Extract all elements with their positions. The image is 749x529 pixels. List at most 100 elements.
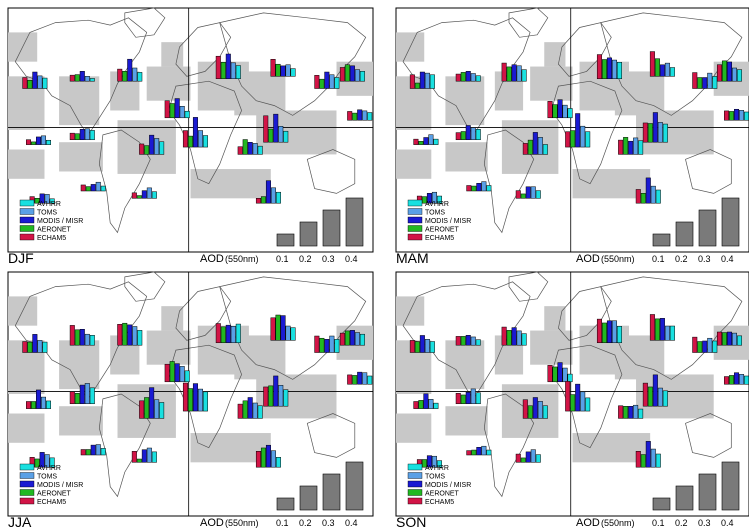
- aod-bar-avhrr: [736, 335, 742, 346]
- aod-bar-aeronet: [647, 386, 653, 407]
- aod-bar-toms: [329, 335, 335, 353]
- aod-bar-toms: [37, 75, 43, 89]
- region-bar-group: [618, 404, 644, 419]
- aod-bar-toms: [537, 401, 543, 419]
- aod-bar-toms: [611, 59, 617, 80]
- aod-bar-aeronet: [601, 322, 607, 344]
- continent-outline: [550, 80, 623, 185]
- aod-bar-aeronet: [721, 60, 727, 82]
- aod-bar-toms: [84, 128, 90, 141]
- aod-bar-avhrr: [542, 405, 548, 419]
- aod-bar-avhrr: [42, 341, 48, 353]
- aod-reference-bar: [698, 473, 717, 511]
- aod-bar-echam5: [455, 393, 461, 405]
- aod-tick-label: 0.4: [721, 254, 734, 264]
- aod-bar-avhrr: [542, 144, 548, 155]
- aod-bar-modis-misr: [652, 112, 658, 143]
- aod-bar-toms: [270, 187, 276, 204]
- continent-outline: [550, 344, 623, 449]
- aod-bar-avhrr: [184, 110, 190, 119]
- continent-outline: [685, 149, 732, 194]
- aod-bar-echam5: [215, 55, 221, 80]
- aod-bar-aeronet: [260, 196, 266, 204]
- continent-outline: [124, 7, 166, 38]
- aod-bar-aeronet: [421, 459, 427, 468]
- aod-bar-toms: [197, 130, 203, 148]
- aod-bar-echam5: [642, 382, 648, 407]
- continent-outline: [483, 393, 535, 498]
- continent-outline: [685, 413, 732, 458]
- aod-bar-modis-misr: [702, 77, 708, 89]
- aod-bar-modis-misr: [265, 180, 271, 204]
- aod-bar-toms: [41, 135, 46, 145]
- aod-bar-aeronet: [414, 341, 420, 353]
- aod-bar-avhrr: [736, 69, 742, 82]
- aod-reference-bar: [721, 197, 740, 247]
- aod-bar-echam5: [716, 64, 722, 82]
- aod-reference-bar: [721, 461, 740, 511]
- aod-bar-modis-misr: [273, 113, 279, 143]
- aod-bar-aeronet: [418, 141, 424, 145]
- continent-outline: [508, 7, 549, 38]
- aod-bar-echam5: [80, 184, 86, 192]
- aod-reference-bar: [345, 461, 364, 511]
- aod-bar-avhrr: [521, 69, 527, 82]
- region-box: [59, 406, 103, 436]
- aod-bar-aeronet: [623, 137, 629, 155]
- aod-bar-aeronet: [640, 193, 646, 204]
- legend-swatch: [19, 208, 35, 215]
- aod-bar-avhrr: [275, 191, 281, 204]
- aod-bar-echam5: [139, 400, 145, 419]
- aod-bar-aeronet: [242, 400, 248, 419]
- aod-reference-bar: [675, 221, 694, 247]
- aod-unit-label: (550nm): [601, 518, 635, 528]
- aod-bar-modis-misr: [225, 324, 231, 344]
- continent-outline: [306, 149, 356, 194]
- legend-label: AERONET: [37, 491, 72, 498]
- legend-label: TOMS: [37, 210, 57, 217]
- aod-bar-avhrr: [283, 389, 289, 407]
- aod-bar-echam5: [618, 405, 624, 419]
- aod-bar-toms: [424, 339, 430, 353]
- aod-bar-toms: [154, 138, 160, 155]
- aod-bar-echam5: [565, 131, 571, 148]
- aod-bar-toms: [731, 332, 737, 346]
- aod-bar-modis-misr: [127, 324, 133, 346]
- aod-bar-toms: [354, 332, 360, 346]
- aod-bar-toms: [230, 326, 236, 344]
- aod-bar-toms: [664, 62, 670, 77]
- aod-bar-avhrr: [202, 391, 208, 412]
- aod-bar-echam5: [263, 386, 269, 407]
- aod-bar-toms: [252, 402, 258, 419]
- aod-bar-toms: [278, 126, 284, 143]
- aod-bar-aeronet: [352, 112, 358, 121]
- region-box: [445, 76, 485, 126]
- aod-bar-avhrr: [616, 62, 622, 80]
- aod-bar-avhrr: [712, 340, 718, 353]
- aod-bar-toms: [285, 325, 291, 341]
- aod-bar-aeronet: [506, 66, 512, 82]
- aod-bar-modis-misr: [465, 71, 471, 82]
- aod-bar-toms: [424, 72, 430, 89]
- aod-bar-avhrr: [429, 341, 435, 353]
- aod-bar-modis-misr: [734, 372, 740, 385]
- legend-label: AVHRR: [425, 201, 449, 208]
- region-bar-group: [642, 374, 668, 407]
- aod-bar-aeronet: [85, 186, 91, 192]
- continent-outline: [168, 344, 242, 449]
- legend-label: ECHAM5: [37, 499, 66, 506]
- region-bar-group: [409, 335, 435, 353]
- aod-tick-label: 0.2: [675, 518, 688, 528]
- aod-bar-toms: [354, 69, 360, 82]
- region-box: [59, 340, 100, 390]
- aod-bar-toms: [362, 372, 368, 385]
- aod-bar-echam5: [716, 331, 722, 346]
- legend-swatch: [407, 480, 423, 488]
- aod-bar-avhrr: [669, 325, 675, 341]
- season-label: DJF: [8, 250, 34, 266]
- aod-bar-echam5: [501, 62, 507, 82]
- region-bar-group: [692, 336, 718, 353]
- season-label: JJA: [8, 514, 32, 529]
- aod-bar-aeronet: [220, 62, 226, 80]
- aod-bar-echam5: [270, 59, 276, 77]
